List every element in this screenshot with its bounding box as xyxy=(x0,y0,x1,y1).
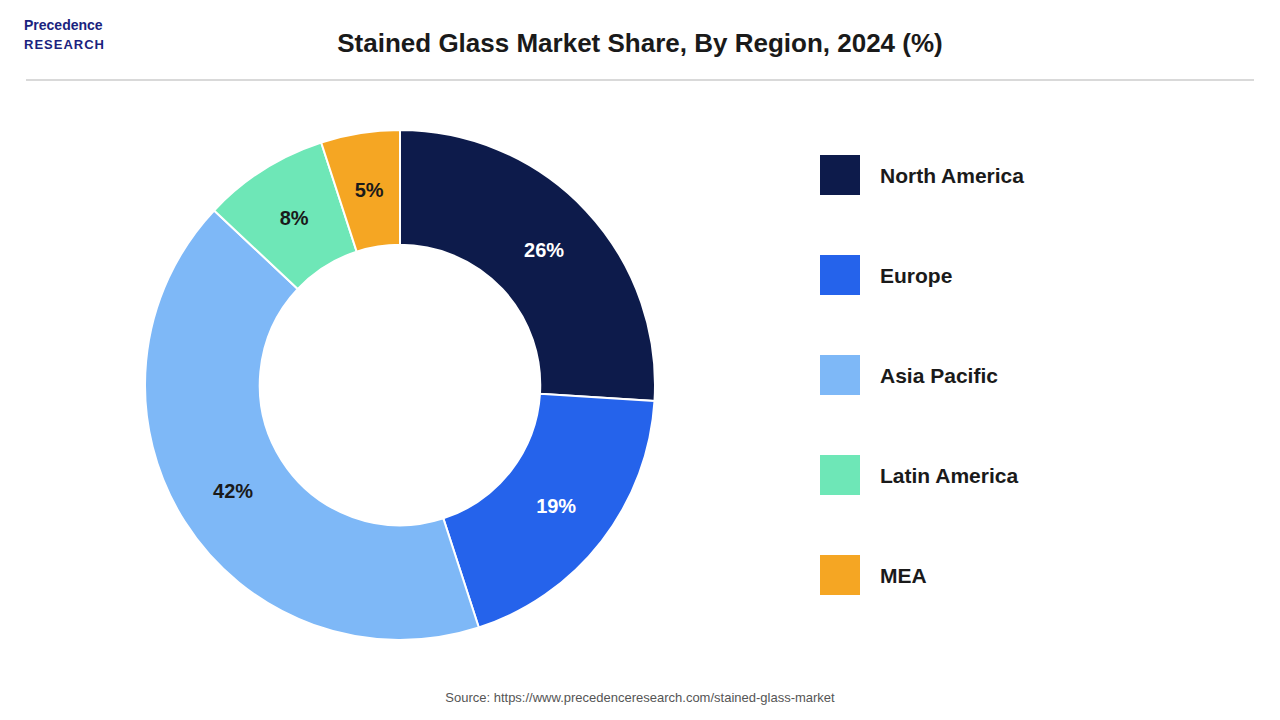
slice xyxy=(321,130,400,252)
chart: Stained Glass Market Share, By Region, 2… xyxy=(0,0,1280,720)
legend-label: Latin America xyxy=(880,464,1018,487)
background xyxy=(0,0,1280,720)
data-label: 42% xyxy=(213,480,253,502)
legend-label: MEA xyxy=(880,564,927,587)
legend-label: Asia Pacific xyxy=(880,364,998,387)
title: Stained Glass Market Share, By Region, 2… xyxy=(337,28,942,58)
data-label: 19% xyxy=(536,495,576,517)
legend-swatch xyxy=(820,455,860,495)
legend: North America Europe Asia Pacific Latin Ame… xyxy=(820,155,1024,595)
data-labels: 26% 19% 42% 8% 5% xyxy=(213,179,576,517)
data-label: 26% xyxy=(524,239,564,261)
legend-swatch xyxy=(820,555,860,595)
data-label: 8% xyxy=(280,207,309,229)
logo-text: RESEARCH xyxy=(24,37,105,52)
slice xyxy=(443,394,654,628)
logo: Precedence RESEARCH xyxy=(24,17,105,52)
data-label: 5% xyxy=(355,179,384,201)
legend-label: Europe xyxy=(880,264,952,287)
source: Source: https://www.precedenceresearch.c… xyxy=(445,690,835,705)
legend-swatch xyxy=(820,355,860,395)
legend-swatch xyxy=(820,255,860,295)
logo-text: Precedence xyxy=(24,17,103,33)
legend-swatch xyxy=(820,155,860,195)
donut xyxy=(145,130,655,640)
slice xyxy=(400,130,655,401)
divider xyxy=(26,79,1254,81)
legend-label: North America xyxy=(880,164,1024,187)
